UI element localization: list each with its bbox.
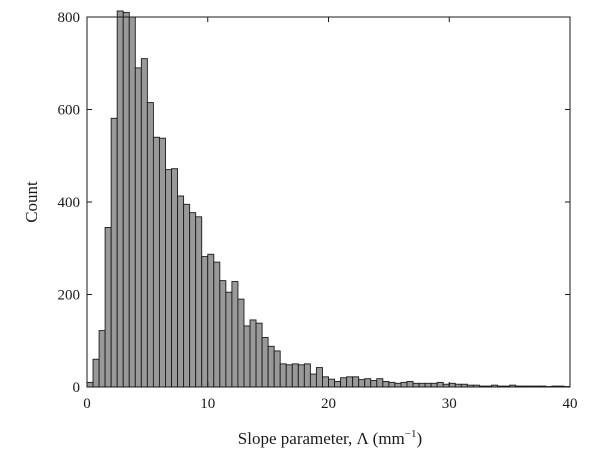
histogram-bar (376, 378, 384, 388)
histogram-bar (315, 367, 323, 388)
histogram-bar (92, 358, 100, 388)
x-tick-label: 30 (442, 396, 457, 412)
histogram-bar (219, 280, 227, 388)
y-tick-label: 400 (58, 195, 81, 211)
y-axis-ticks: 0 200 400 600 800 (58, 10, 570, 396)
x-axis-title: Slope parameter, Λ (mm−1) (238, 428, 422, 448)
histogram-bar (279, 363, 287, 388)
histogram-bar (207, 253, 215, 388)
histogram-bar (237, 298, 245, 388)
x-tick-label: 40 (563, 396, 578, 412)
histogram-bar (303, 363, 311, 388)
histogram-bar (104, 226, 112, 388)
histogram-bar (249, 319, 257, 388)
x-axis-title-main: Slope parameter, Λ (mm (238, 429, 405, 448)
histogram-bar (352, 376, 360, 388)
histogram-bar (412, 382, 420, 388)
histogram-bar (122, 11, 130, 388)
histogram-bar (328, 378, 335, 388)
histogram-bar (165, 169, 172, 388)
x-axis-ticks: 0 10 20 30 40 (83, 17, 578, 412)
x-tick-label: 20 (321, 396, 336, 412)
histogram-bar (424, 382, 432, 388)
histogram-bar (195, 216, 203, 388)
histogram-bar (334, 381, 342, 388)
histogram-bar (370, 380, 378, 388)
histogram-bar (309, 373, 317, 388)
histogram-bar (86, 381, 94, 388)
histogram-bar (394, 382, 402, 388)
histogram-bar (146, 102, 154, 388)
histogram-bar (261, 337, 269, 388)
histogram-bar (189, 212, 197, 388)
histogram-bar (388, 381, 396, 388)
y-tick-label: 200 (58, 288, 81, 304)
histogram-bar (255, 322, 263, 388)
histogram-bar (418, 382, 426, 388)
x-axis-title-superscript: −1 (405, 428, 417, 440)
histogram-bar (183, 203, 191, 388)
y-tick-label: 600 (58, 103, 81, 119)
histogram-bar (201, 256, 209, 388)
histogram-bar (382, 381, 390, 388)
histogram-bar (322, 376, 329, 388)
histogram-bar (297, 364, 305, 388)
y-axis-title: Count (22, 181, 41, 223)
histogram-bar (430, 382, 438, 388)
histogram-bar (116, 10, 124, 388)
histogram-bar (346, 376, 354, 388)
histogram-bar (225, 291, 233, 388)
histogram-bar (273, 350, 281, 388)
histogram-bar (291, 363, 299, 388)
histogram-bar (358, 379, 366, 388)
histogram-bar (128, 16, 136, 388)
histogram-bar (110, 117, 118, 388)
histogram-bar (140, 58, 148, 388)
histogram-bar (285, 364, 293, 388)
histogram-bar (448, 382, 456, 388)
histogram-bar (158, 137, 166, 388)
histogram-bar (243, 325, 251, 388)
x-axis-title-close: ) (417, 429, 423, 448)
histogram-bar (152, 136, 160, 388)
histogram-bar (400, 381, 408, 388)
histogram-bar (171, 168, 179, 388)
x-tick-label: 0 (83, 396, 91, 412)
histogram-bar (340, 377, 348, 388)
histogram-bars (86, 10, 571, 388)
histogram-bar (231, 281, 239, 388)
histogram-bar (134, 67, 142, 388)
histogram-bar (364, 378, 372, 388)
histogram-bar (213, 261, 221, 388)
histogram-bar (436, 381, 444, 388)
histogram-bar (98, 330, 106, 388)
y-tick-label: 800 (58, 10, 81, 26)
histogram-bar (177, 195, 185, 388)
x-tick-label: 10 (200, 396, 215, 412)
y-tick-label: 0 (73, 380, 81, 396)
histogram-bar (406, 381, 414, 388)
histogram-bar (267, 345, 275, 388)
